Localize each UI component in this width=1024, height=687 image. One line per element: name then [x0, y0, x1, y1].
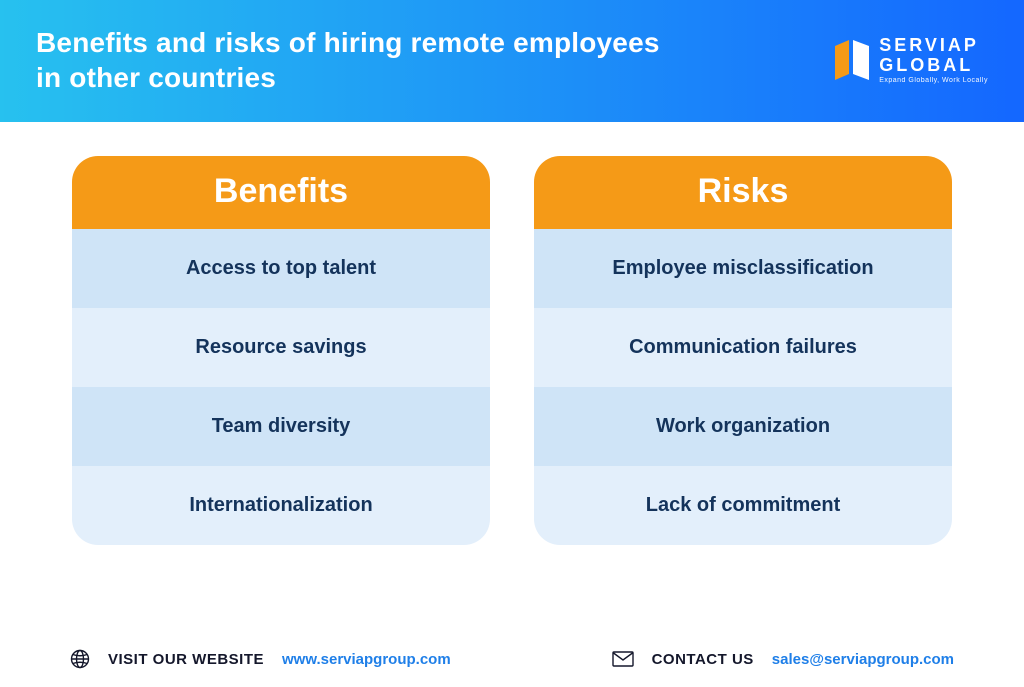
footer-website-group: VISIT OUR WEBSITE www.serviapgroup.com — [70, 649, 451, 669]
cards-row: Benefits Access to top talentResource sa… — [0, 122, 1024, 545]
page-title: Benefits and risks of hiring remote empl… — [36, 25, 660, 95]
footer-contact-link[interactable]: sales@serviapgroup.com — [772, 651, 954, 668]
benefits-card: Benefits Access to top talentResource sa… — [72, 156, 490, 545]
risks-row: Communication failures — [534, 308, 952, 387]
logo-mark-icon — [835, 40, 869, 80]
logo-text: SERVIAP GLOBAL Expand Globally, Work Loc… — [879, 36, 988, 84]
footer-website-link[interactable]: www.serviapgroup.com — [282, 651, 451, 668]
risks-row: Work organization — [534, 387, 952, 466]
logo-tagline: Expand Globally, Work Locally — [879, 77, 988, 84]
mail-icon — [612, 651, 634, 667]
benefits-row: Internationalization — [72, 466, 490, 545]
globe-icon — [70, 649, 90, 669]
risks-card: Risks Employee misclassificationCommunic… — [534, 156, 952, 545]
benefits-row: Resource savings — [72, 308, 490, 387]
risks-row: Lack of commitment — [534, 466, 952, 545]
benefits-row: Team diversity — [72, 387, 490, 466]
logo-line1: SERVIAP — [879, 36, 988, 54]
page-footer: VISIT OUR WEBSITE www.serviapgroup.com C… — [0, 649, 1024, 669]
page-header: Benefits and risks of hiring remote empl… — [0, 0, 1024, 122]
benefits-row: Access to top talent — [72, 229, 490, 308]
infographic-page: Benefits and risks of hiring remote empl… — [0, 0, 1024, 687]
footer-website-label: VISIT OUR WEBSITE — [108, 651, 264, 668]
risks-row: Employee misclassification — [534, 229, 952, 308]
benefits-card-header: Benefits — [72, 156, 490, 229]
brand-logo: SERVIAP GLOBAL Expand Globally, Work Loc… — [835, 36, 988, 84]
footer-contact-group: CONTACT US sales@serviapgroup.com — [612, 651, 954, 668]
risks-card-header: Risks — [534, 156, 952, 229]
logo-line2: GLOBAL — [879, 56, 988, 74]
footer-contact-label: CONTACT US — [652, 651, 754, 668]
